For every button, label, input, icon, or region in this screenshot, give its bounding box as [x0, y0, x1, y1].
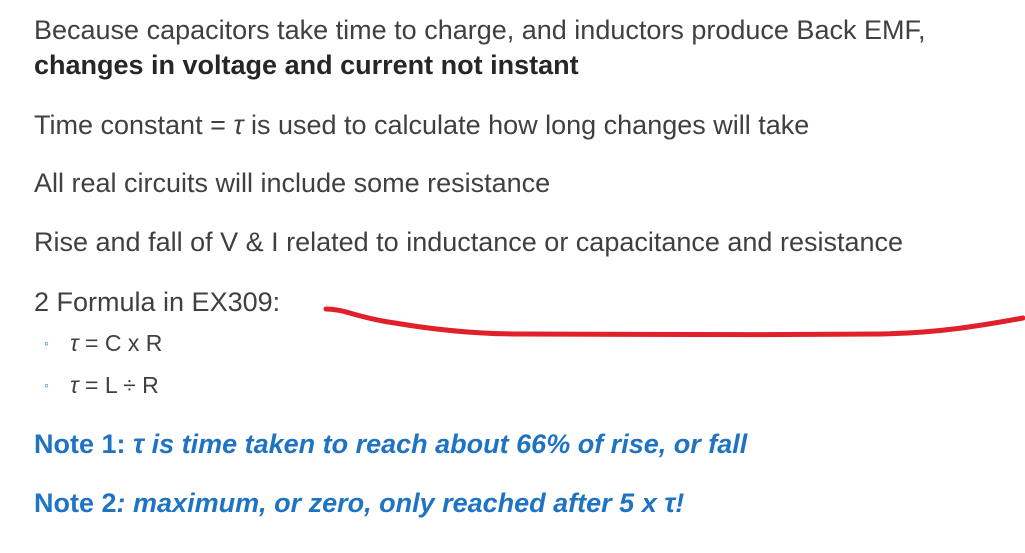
note-1-text: is time taken to reach about 66% of rise… [144, 429, 748, 459]
rise-fall-line: Rise and fall of V & I related to induct… [34, 227, 904, 257]
time-constant-line: Time constant = τ is used to calculate h… [34, 109, 809, 141]
formula-item: ◦ τ = L ÷ R [44, 371, 159, 399]
note-2-label: Note 2 [34, 488, 117, 518]
time-constant-prefix: Time constant = [34, 110, 234, 140]
tau-symbol: τ [70, 372, 79, 398]
bullet-icon: ◦ [44, 335, 49, 351]
bullet-icon: ◦ [44, 377, 49, 393]
note-2: Note 2: maximum, or zero, only reached a… [34, 487, 684, 519]
formula-item: ◦ τ = C x R [44, 329, 162, 357]
note-2-text: : maximum, or zero, only reached after 5… [116, 488, 685, 518]
tau-symbol: τ [70, 330, 79, 356]
formula-expression: = C x R [78, 330, 163, 356]
formula-expression: = L ÷ R [78, 372, 159, 398]
note-1: Note 1: τ is time taken to reach about 6… [34, 428, 747, 460]
intro-line: Because capacitors take time to charge, … [34, 15, 926, 45]
underline-stroke [323, 306, 1025, 338]
intro-bold-line: changes in voltage and current not insta… [34, 50, 579, 80]
note-1-label: Note 1: [34, 429, 134, 459]
tau-symbol: τ [133, 429, 145, 459]
tau-symbol: τ [233, 110, 244, 140]
time-constant-suffix: is used to calculate how long changes wi… [243, 110, 810, 140]
formula-heading: 2 Formula in EX309: [34, 287, 281, 317]
resistance-line: All real circuits will include some resi… [34, 168, 551, 198]
